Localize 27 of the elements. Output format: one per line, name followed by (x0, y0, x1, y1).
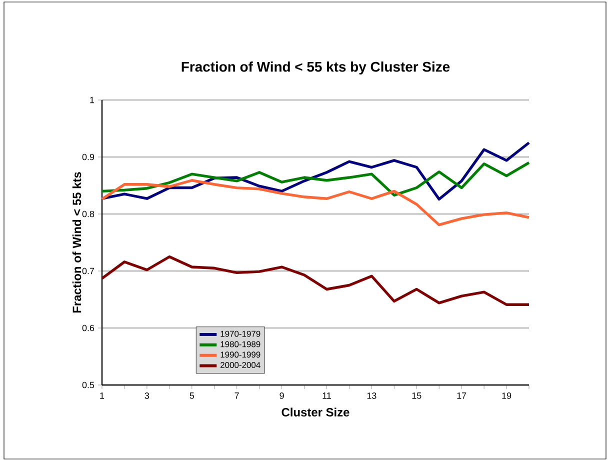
x-tick-label: 1 (100, 392, 104, 399)
x-tick-label: 17 (457, 392, 466, 399)
x-tick-label: 9 (280, 392, 284, 399)
y-tick-label: 0.6 (82, 324, 94, 332)
x-tick-label: 3 (144, 392, 150, 399)
x-axis-title: Cluster Size (282, 408, 350, 416)
line-series (100, 255, 530, 306)
x-tick-label: 19 (502, 392, 512, 399)
legend-label: 2000-2004 (220, 362, 260, 368)
line-series (100, 179, 530, 226)
legend-label: 1970-1979 (220, 330, 260, 337)
x-tick-label: 13 (367, 392, 376, 399)
legend-label: 1980-1989 (220, 341, 260, 348)
x-tick-label: 7 (234, 392, 239, 399)
line-series (100, 141, 530, 201)
x-tick-label: 15 (412, 392, 422, 399)
y-tick-label: 1 (90, 96, 94, 104)
y-tick-label: 0.9 (82, 154, 94, 160)
y-tick-label: 0.5 (82, 382, 94, 388)
x-tick-label: 11 (322, 392, 331, 399)
y-tick-label: 0.7 (82, 268, 94, 274)
y-axis-title: Fraction of Wind < 55 kts (72, 172, 82, 313)
line-series (100, 161, 530, 197)
legend-label: 1990-1999 (220, 352, 260, 358)
x-tick-label: 5 (190, 392, 194, 399)
chart-title: Fraction of Wind < 55 kts by Cluster Size (182, 62, 450, 74)
y-tick-label: 0.8 (82, 210, 94, 218)
